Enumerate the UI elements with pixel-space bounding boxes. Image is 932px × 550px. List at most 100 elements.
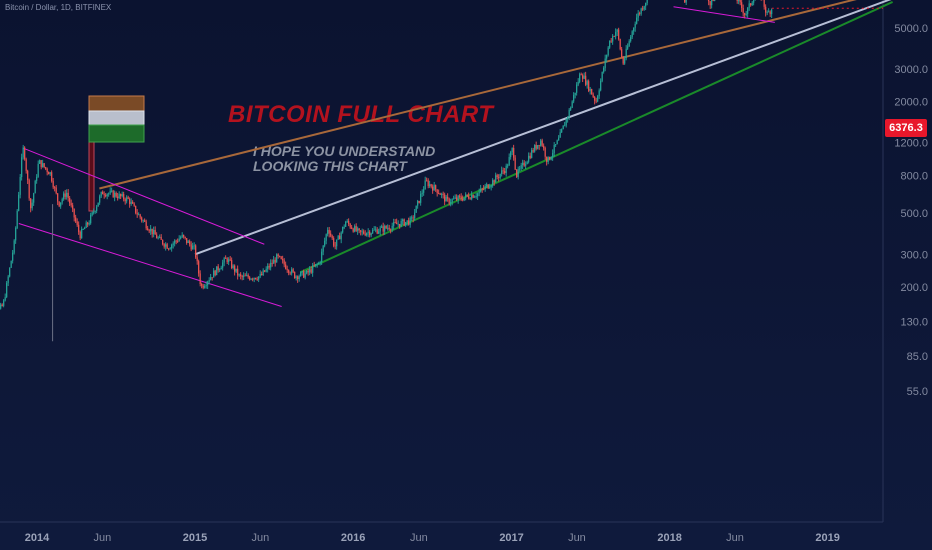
candle-body [619,39,621,50]
candle-body [504,171,506,173]
candle-body [423,189,425,193]
candle-body [627,46,629,49]
candle-body [573,94,575,102]
candle-body [580,74,582,76]
candle-body [201,283,203,286]
candle-body [556,140,558,145]
candle-body [418,200,420,203]
candle-body [207,281,209,286]
candle-body [405,221,407,226]
candle-body [276,254,278,263]
candle-body [474,196,476,198]
candle-body [370,233,372,236]
candle-body [1,304,3,306]
x-tick-label: 2019 [815,532,839,544]
candle-body [628,41,630,47]
candle-body [481,188,483,190]
candle-body [708,0,710,2]
candle-body [57,193,59,202]
candle-body [630,37,632,42]
candle-body [592,94,594,97]
candle-body [465,194,467,198]
candle-body [109,190,111,194]
candle-body [496,175,498,177]
candle-body [373,229,375,231]
candle-body [16,210,18,229]
candle-body [769,11,771,15]
candle-body [577,81,579,85]
candle-body [547,156,549,162]
candle-body [67,192,69,198]
candle-body [298,276,300,280]
candle-body [78,224,80,232]
candle-body [22,147,24,158]
y-tick-label: 3000.0 [894,64,928,76]
candle-body [493,180,495,183]
y-tick-label: 500.0 [900,208,928,220]
candle-body [81,229,83,239]
candle-body [294,271,296,279]
candle-body [328,230,330,234]
candle-body [310,269,312,273]
candle-body [597,96,599,102]
candle-body [402,219,404,222]
candle-body [274,259,276,263]
candle-body [442,193,444,195]
candle-body [208,280,210,282]
candle-body [235,268,237,272]
candle-body [34,180,36,194]
candle-body [642,8,644,10]
candle-body [25,159,27,171]
candle-body [397,223,399,225]
y-tick-label: 300.0 [900,249,928,261]
candle-body [388,227,390,230]
candle-body [517,169,519,177]
candle-body [357,228,359,231]
candle-body [607,47,609,56]
candle-body [747,7,749,14]
candle-body [411,217,413,219]
trend-line-silver [194,0,892,256]
candle-body [594,96,596,101]
candle-body [364,233,366,236]
candle-body [85,222,87,228]
candle-body [352,228,354,232]
candle-body [180,237,182,239]
candle-body [150,228,152,232]
candle-body [579,74,581,82]
candle-body [289,272,291,274]
candle-body [63,193,65,200]
candle-body [562,125,564,130]
candle-body [745,13,747,15]
candle-body [258,276,260,280]
candle-body [606,55,608,59]
candle-body [28,180,30,199]
candle-body [436,189,438,194]
candle-body [768,11,770,13]
candle-body [205,285,207,287]
candle-body [144,220,146,222]
candle-body [52,180,54,188]
candle-body [414,212,416,219]
candle-body [361,231,363,233]
candle-body [399,223,401,227]
candle-body [711,0,713,6]
candle-body [631,31,633,38]
candle-body [709,1,711,6]
candle-body [427,180,429,187]
candle-body [312,265,314,273]
candle-body [145,221,147,229]
candle-body [424,180,426,190]
candle-body [6,282,8,298]
candle-body [214,270,216,276]
candle-body [381,226,383,228]
candle-body [358,228,360,231]
candle-body [186,238,188,243]
candle-body [87,222,89,225]
candle-body [576,84,578,93]
candle-body [43,163,45,168]
candle-body [339,235,341,240]
candle-body [192,245,194,250]
candle-body [96,206,98,212]
